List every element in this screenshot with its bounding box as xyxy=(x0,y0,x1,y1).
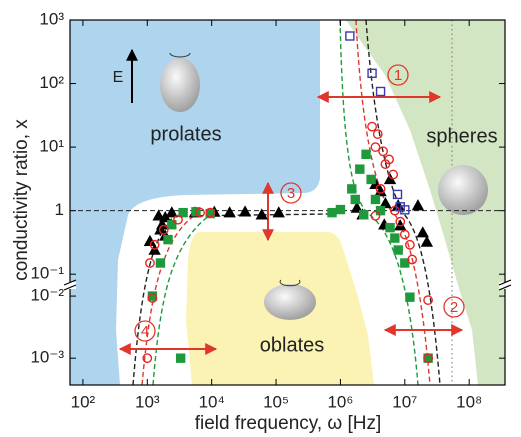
point xyxy=(362,150,370,158)
y-tick-label: 10³ xyxy=(39,9,64,28)
point xyxy=(356,165,364,173)
prolate-shape xyxy=(160,58,200,112)
oblate-shape xyxy=(264,284,316,320)
annotation: 3 xyxy=(287,185,295,202)
x-tick-label: 10⁶ xyxy=(327,392,353,411)
chart: 10² 10³ 10⁴ 10⁵ 10⁶ 10⁷ 10⁸ 10⁻¹ 1 10¹ 10² 10³ 10⁻² 1… xyxy=(0,0,521,437)
sphere-shape xyxy=(438,165,488,215)
point xyxy=(156,259,164,267)
y-tick-label: 10⁻² xyxy=(30,286,64,305)
point xyxy=(391,234,399,242)
y-tick-label: 10⁻³ xyxy=(30,348,64,367)
x-tick-label: 10³ xyxy=(135,392,160,411)
point xyxy=(348,185,356,193)
point xyxy=(164,236,172,244)
point xyxy=(386,224,394,232)
point xyxy=(336,206,344,214)
point xyxy=(351,195,359,203)
y-tick-label: 10² xyxy=(39,73,64,92)
annotation: E xyxy=(113,69,124,86)
x-tick-label: 10⁷ xyxy=(392,392,417,411)
y-axis-label: conductivity ratio, x xyxy=(11,119,32,281)
annotation: oblates xyxy=(260,334,325,356)
x-axis-label: field frequency, ω [Hz] xyxy=(195,413,382,434)
point xyxy=(377,207,385,215)
annotation: prolates xyxy=(150,123,221,145)
point xyxy=(394,246,402,254)
point xyxy=(406,293,414,301)
x-tick-label: 10⁴ xyxy=(199,392,225,411)
y-tick-label: 10⁻¹ xyxy=(30,264,64,283)
x-tick-label: 10⁸ xyxy=(456,392,482,411)
point xyxy=(367,175,375,183)
x-tick-label: 10² xyxy=(71,392,96,411)
annotation: 1 xyxy=(394,67,402,84)
x-tick-label: 10⁵ xyxy=(263,392,289,411)
point xyxy=(328,209,336,217)
annotation: 2 xyxy=(450,299,458,316)
point xyxy=(177,354,185,362)
annotation: 4 xyxy=(141,323,149,340)
point xyxy=(360,211,368,219)
annotation: spheres xyxy=(426,125,497,147)
point xyxy=(371,195,379,203)
y-tick-label: 10¹ xyxy=(39,137,64,156)
y-tick-label: 1 xyxy=(55,200,64,219)
